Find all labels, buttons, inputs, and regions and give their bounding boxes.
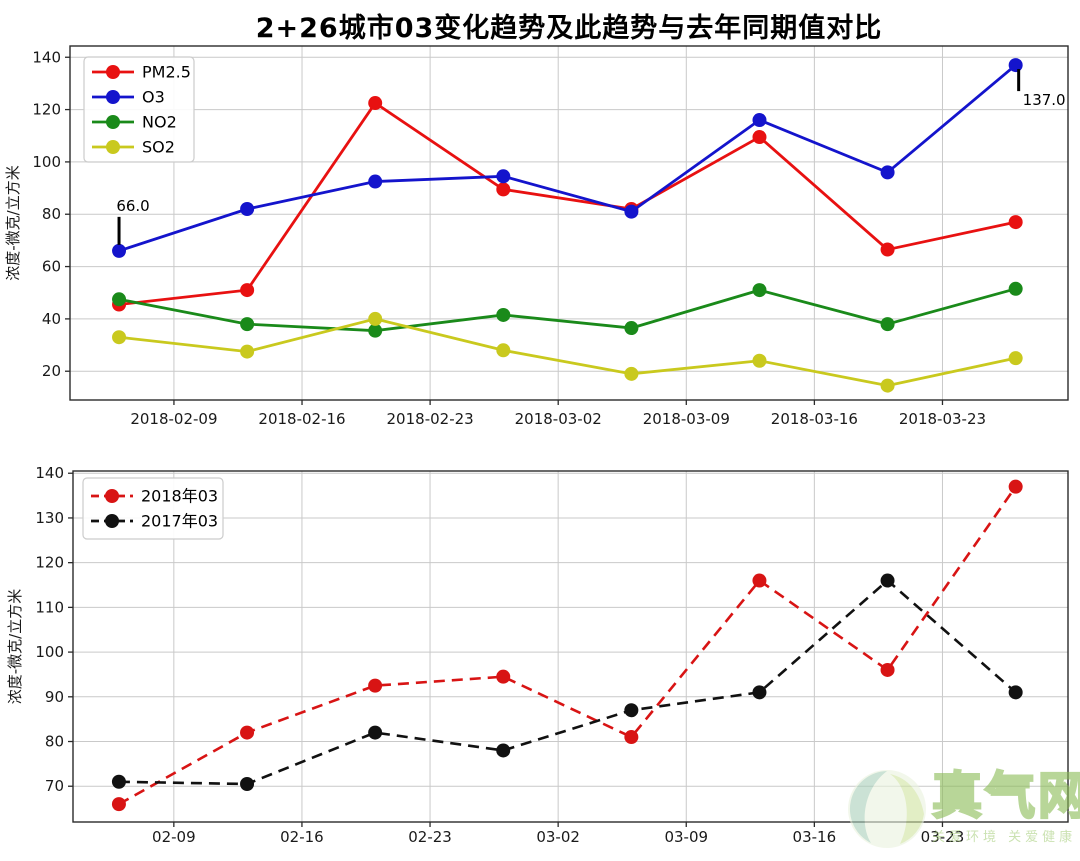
svg-text:2018年03: 2018年03 bbox=[141, 487, 218, 506]
svg-text:03-09: 03-09 bbox=[664, 828, 708, 846]
svg-text:100: 100 bbox=[32, 153, 61, 171]
svg-text:80: 80 bbox=[45, 733, 64, 751]
svg-text:140: 140 bbox=[32, 48, 61, 66]
series-2017年03 bbox=[111, 573, 1023, 791]
series-SO2 bbox=[112, 311, 1023, 393]
svg-text:110: 110 bbox=[35, 598, 64, 616]
svg-text:02-09: 02-09 bbox=[152, 828, 196, 846]
svg-text:NO2: NO2 bbox=[142, 113, 177, 132]
annotation-137.0: 137.0 bbox=[1017, 69, 1066, 109]
svg-text:SO2: SO2 bbox=[142, 138, 175, 157]
svg-text:70: 70 bbox=[45, 777, 64, 795]
annotation-66.0: 66.0 bbox=[116, 197, 150, 245]
svg-text:03-23: 03-23 bbox=[921, 828, 965, 846]
svg-text:130: 130 bbox=[35, 509, 64, 527]
svg-text:2018-03-02: 2018-03-02 bbox=[515, 410, 602, 428]
axes: 02-09 02-16 02-23 03-02 03-09 03-16 03-23 70 80 9… bbox=[6, 464, 1069, 846]
legend: 2018年03 2017年03 bbox=[82, 477, 224, 540]
svg-text:浓度-微克/立方米: 浓度-微克/立方米 bbox=[4, 165, 22, 280]
svg-text:2018-02-23: 2018-02-23 bbox=[387, 410, 474, 428]
svg-text:140: 140 bbox=[35, 464, 64, 482]
svg-text:100: 100 bbox=[35, 643, 64, 661]
svg-text:2018-02-16: 2018-02-16 bbox=[258, 410, 345, 428]
gridlines bbox=[70, 46, 1068, 400]
series-NO2 bbox=[112, 281, 1023, 338]
svg-text:02-16: 02-16 bbox=[280, 828, 324, 846]
series-O3 bbox=[112, 58, 1023, 258]
svg-text:20: 20 bbox=[42, 362, 61, 380]
legend: PM2.5 O3 NO2 SO2 bbox=[83, 56, 195, 163]
svg-text:03-02: 03-02 bbox=[536, 828, 580, 846]
svg-text:2018-03-23: 2018-03-23 bbox=[899, 410, 986, 428]
series-2018年03 bbox=[111, 479, 1023, 812]
svg-text:2018-03-16: 2018-03-16 bbox=[771, 410, 858, 428]
svg-text:O3: O3 bbox=[142, 88, 165, 107]
svg-text:PM2.5: PM2.5 bbox=[142, 63, 191, 82]
svg-text:120: 120 bbox=[32, 101, 61, 119]
svg-text:02-23: 02-23 bbox=[408, 828, 452, 846]
svg-text:浓度-微克/立方米: 浓度-微克/立方米 bbox=[6, 589, 24, 704]
top-chart: 2018-02-09 2018-02-16 2018-02-23 2018-03-02… bbox=[4, 45, 1069, 428]
svg-text:137.0: 137.0 bbox=[1023, 91, 1066, 109]
series-PM2.5 bbox=[112, 96, 1023, 312]
chart-title: 2+26城市03变化趋势及此趋势与去年同期值对比 bbox=[255, 13, 883, 44]
svg-text:66.0: 66.0 bbox=[116, 197, 149, 215]
svg-text:60: 60 bbox=[42, 258, 61, 276]
svg-text:2018-03-09: 2018-03-09 bbox=[643, 410, 730, 428]
svg-text:80: 80 bbox=[42, 205, 61, 223]
svg-text:90: 90 bbox=[45, 688, 64, 706]
bottom-chart: 02-09 02-16 02-23 03-02 03-09 03-16 03-23 70 80 9… bbox=[6, 464, 1069, 846]
svg-text:2017年03: 2017年03 bbox=[141, 512, 218, 531]
svg-text:2018-02-09: 2018-02-09 bbox=[130, 410, 217, 428]
svg-text:03-16: 03-16 bbox=[793, 828, 837, 846]
svg-text:40: 40 bbox=[42, 310, 61, 328]
svg-text:120: 120 bbox=[35, 554, 64, 572]
axes: 2018-02-09 2018-02-16 2018-02-23 2018-03-02… bbox=[4, 45, 1069, 428]
